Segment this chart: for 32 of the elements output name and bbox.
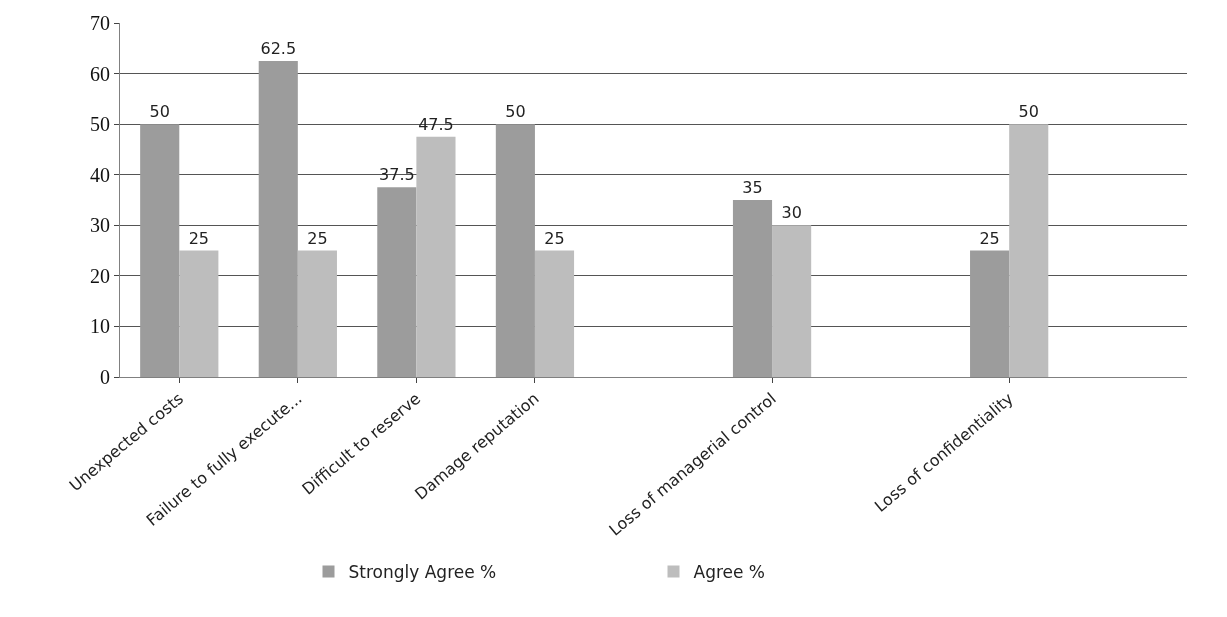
data-label: 35 [742, 178, 763, 197]
data-label: 25 [188, 228, 210, 248]
data-label: 30 [781, 203, 802, 223]
data-label: 50 [505, 102, 526, 122]
y-tick-label: 50 [90, 113, 110, 136]
legend-label: Strongly Agree % [348, 562, 497, 583]
y-tick-label: 70 [90, 12, 110, 34]
data-label: 50 [1018, 102, 1039, 122]
bar [534, 250, 575, 377]
bar [1009, 124, 1049, 377]
bar [970, 250, 1010, 377]
legend-label: Agree % [693, 562, 766, 583]
data-label: 50 [149, 102, 170, 122]
bar [140, 124, 180, 377]
data-label: 25 [307, 228, 328, 248]
y-tick-label: 0 [100, 366, 110, 388]
bar [732, 200, 773, 377]
bar [495, 124, 535, 377]
bar [772, 225, 812, 377]
bar [297, 250, 337, 377]
y-tick-label: 20 [90, 264, 110, 287]
data-label: 25 [979, 228, 1000, 248]
y-tick-label: 40 [90, 163, 110, 186]
y-tick-label: 60 [90, 62, 110, 85]
bar [377, 187, 417, 377]
y-tick-label: 10 [90, 315, 110, 338]
y-tick-label: 30 [90, 214, 110, 237]
data-label: 25 [544, 228, 565, 248]
bar [179, 250, 219, 377]
bar [416, 136, 456, 377]
bar [258, 60, 298, 377]
data-label: 62.5 [260, 38, 297, 58]
